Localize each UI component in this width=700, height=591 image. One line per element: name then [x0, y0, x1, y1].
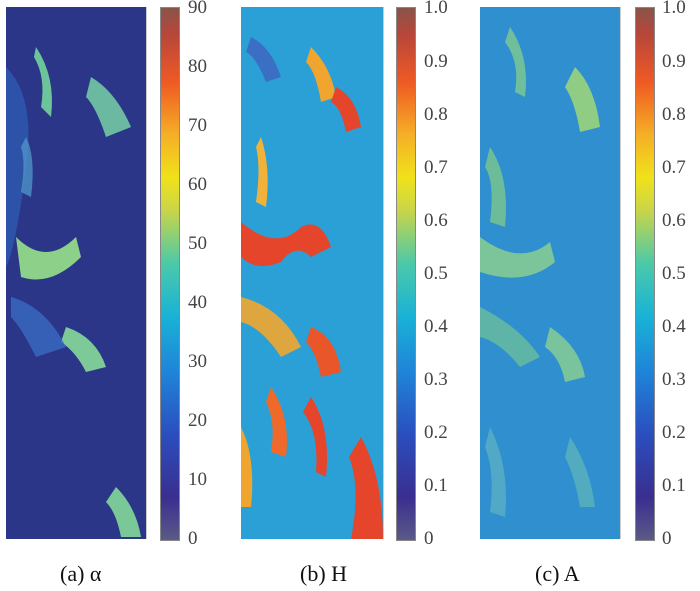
anisotropy-tick: 0.6 — [662, 210, 686, 231]
entropy-tick: 0 — [424, 528, 434, 549]
entropy-tick: 0.9 — [424, 51, 448, 72]
entropy-map — [241, 7, 383, 539]
anisotropy-tick: 0.8 — [662, 104, 686, 125]
anisotropy-image — [480, 7, 621, 539]
alpha-tick: 40 — [188, 292, 207, 313]
alpha-tick: 60 — [188, 174, 207, 195]
anisotropy-tick: 0.4 — [662, 316, 686, 337]
anisotropy-tick: 0.2 — [662, 422, 686, 443]
anisotropy-colorbar — [635, 7, 655, 541]
entropy-tick: 0.2 — [424, 422, 448, 443]
alpha-tick: 90 — [188, 0, 207, 18]
anisotropy-tick: 0.5 — [662, 263, 686, 284]
alpha-tick: 10 — [188, 469, 207, 490]
entropy-image — [241, 7, 384, 539]
alpha-tick: 20 — [188, 410, 207, 431]
anisotropy-tick: 1.0 — [662, 0, 686, 18]
anisotropy-tick: 0 — [662, 528, 672, 549]
entropy-tick: 0.4 — [424, 316, 448, 337]
entropy-tick: 1.0 — [424, 0, 448, 18]
anisotropy-tick: 0.1 — [662, 475, 686, 496]
alpha-tick: 30 — [188, 351, 207, 372]
entropy-tick: 0.5 — [424, 263, 448, 284]
alpha-map — [6, 7, 146, 539]
anisotropy-map — [480, 7, 620, 539]
alpha-tick: 80 — [188, 56, 207, 77]
anisotropy-caption: (c) A — [535, 561, 580, 586]
alpha-tick: 70 — [188, 115, 207, 136]
anisotropy-tick: 0.7 — [662, 157, 686, 178]
entropy-colorbar — [396, 7, 416, 541]
entropy-tick: 0.3 — [424, 369, 448, 390]
alpha-caption: (a) α — [60, 561, 102, 586]
entropy-tick: 0.7 — [424, 157, 448, 178]
alpha-tick: 0 — [188, 528, 198, 549]
alpha-tick: 50 — [188, 233, 207, 254]
anisotropy-tick: 0.9 — [662, 51, 686, 72]
anisotropy-tick: 0.3 — [662, 369, 686, 390]
entropy-tick: 0.8 — [424, 104, 448, 125]
alpha-colorbar — [160, 7, 180, 541]
entropy-tick: 0.6 — [424, 210, 448, 231]
entropy-tick: 0.1 — [424, 475, 448, 496]
entropy-caption: (b) H — [300, 561, 348, 586]
alpha-image — [6, 7, 147, 539]
